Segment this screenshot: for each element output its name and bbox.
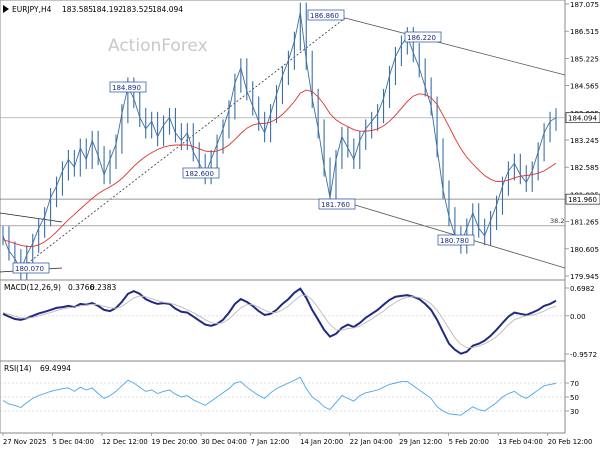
dashed-trend-line	[14, 17, 346, 274]
rsi-name: RSI(14)	[4, 364, 32, 373]
price-y-tick-label: 184.565	[570, 83, 599, 91]
annotation-label: 182.600	[185, 170, 214, 178]
macd-value: 0.3766	[68, 283, 94, 292]
upper-channel-line	[344, 17, 566, 76]
rsi-value: 69.4994	[40, 364, 71, 373]
rsi-y-tick-label: 70	[570, 380, 579, 388]
annotation-box	[404, 31, 442, 43]
annotation-label: 186.220	[407, 34, 436, 42]
x-tick-label: 29 Jan 12:00	[399, 438, 442, 446]
price-y-tick-label: 185.225	[570, 55, 599, 63]
fib-level-label: 38.2	[550, 217, 564, 225]
price-y-tick-label: 182.585	[570, 164, 599, 172]
macd-y-tick-label: 0.6982	[570, 285, 595, 293]
macd-signal-value: 0.2383	[90, 283, 116, 292]
x-tick-label: 22 Jan 04:00	[350, 438, 393, 446]
watermark: ActionForex	[108, 36, 208, 56]
macd-y-tick-label: 0.00	[570, 313, 586, 321]
x-tick-label: 14 Jan 20:00	[300, 438, 343, 446]
annotation-box	[109, 81, 147, 93]
annotation-box	[437, 234, 475, 246]
close-value: 184.094	[152, 5, 183, 14]
annotation-label: 180.780	[440, 237, 469, 245]
rsi-line	[2, 376, 557, 416]
price-y-tick-label: 187.075	[570, 1, 599, 9]
rsi-header: RSI(14) 69.4994	[4, 364, 71, 373]
moving-average-line	[2, 89, 557, 247]
annotation-box	[307, 9, 345, 21]
price-y-tick-label: 183.245	[570, 137, 599, 145]
annotation-label: 180.070	[15, 265, 44, 273]
macd-name: MACD(12,26,9)	[4, 283, 61, 292]
level-label-box	[565, 112, 600, 124]
x-tick-label: 5 Dec 04:00	[53, 438, 94, 446]
x-tick-label: 30 Dec 04:00	[201, 438, 247, 446]
left-channel-top	[0, 212, 63, 223]
rsi-y-tick-label: 30	[570, 408, 579, 416]
annotation-label: 186.860	[310, 12, 339, 20]
price-y-tick-label: 180.605	[570, 246, 599, 254]
annotation-box	[182, 167, 220, 179]
x-tick-label: 19 Dec 20:00	[152, 438, 198, 446]
high-value: 184.192	[92, 5, 123, 14]
macd-y-tick-label: -0.9572	[570, 351, 597, 359]
rsi-panel	[0, 360, 566, 434]
level-label: 181.960	[568, 196, 597, 204]
price-y-tick-label: 186.515	[570, 28, 599, 36]
rsi-y-tick-label: 50	[570, 394, 579, 402]
price-y-tick-label: 181.265	[570, 219, 599, 227]
x-tick-label: 27 Nov 2025	[3, 438, 47, 446]
macd-panel	[0, 279, 566, 362]
open-value: 183.585	[62, 5, 93, 14]
level-label: 184.094	[568, 115, 597, 123]
x-tick-label: 5 Feb 20:00	[449, 438, 489, 446]
x-tick-label: 13 Feb 04:00	[498, 438, 543, 446]
annotation-label: 184.890	[112, 84, 141, 92]
level-label-box	[565, 193, 600, 205]
price-y-tick-label: 179.945	[570, 273, 599, 281]
symbol-label: EURJPY,H4	[12, 5, 52, 14]
x-tick-label: 12 Dec 12:00	[102, 438, 148, 446]
low-value: 183.525	[122, 5, 153, 14]
macd-header: MACD(12,26,9) 0.3766 0.2383	[4, 283, 116, 292]
collapse-icon[interactable]	[3, 5, 9, 13]
annotation-box	[12, 262, 50, 274]
price-panel	[0, 0, 566, 281]
x-tick-label: 7 Jan 12:00	[251, 438, 290, 446]
x-tick-label: 20 Feb 12:00	[548, 438, 593, 446]
macd-signal-line	[2, 294, 557, 349]
annotation-label: 181.760	[321, 201, 350, 209]
annotation-box	[318, 198, 356, 210]
price-header: EURJPY,H4 183.585 184.192 183.525 184.09…	[3, 5, 183, 14]
